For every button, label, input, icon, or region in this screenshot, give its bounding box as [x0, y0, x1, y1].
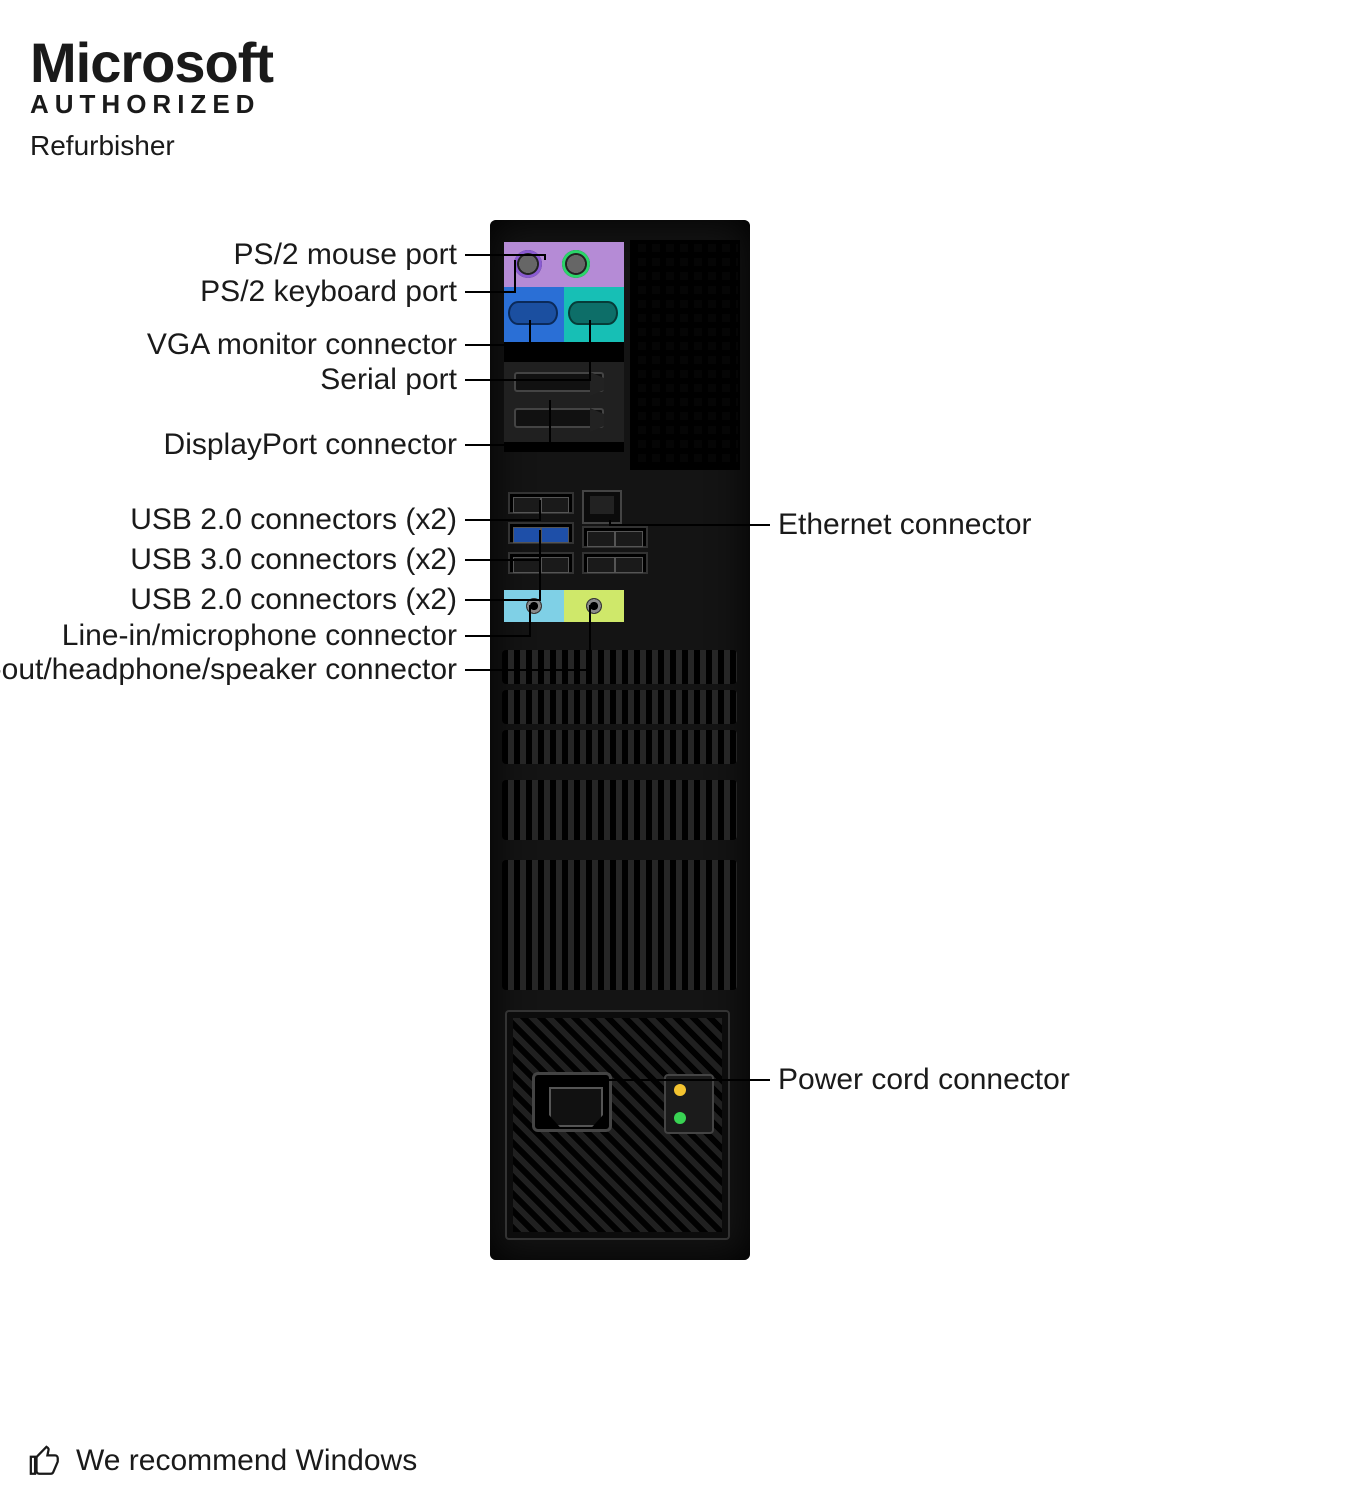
- ps2-panel: [504, 242, 624, 287]
- ethernet-port-icon: [582, 490, 622, 524]
- logo-line-authorized: AUTHORIZED: [30, 89, 273, 120]
- usb20-mid-pair-icon: [582, 526, 648, 548]
- logo-line-microsoft: Microsoft: [30, 30, 273, 95]
- microsoft-authorized-refurbisher-logo: Microsoft AUTHORIZED Refurbisher: [30, 30, 273, 162]
- usb30-pair-icon: [508, 522, 574, 544]
- page: Microsoft AUTHORIZED Refurbisher: [0, 0, 1367, 1500]
- usb20-bot-left-icon: [508, 552, 574, 574]
- callout-line-out: Line-out/headphone/speaker connector: [0, 655, 457, 685]
- serial-panel: [564, 287, 624, 342]
- callout-ps2-mouse: PS/2 mouse port: [234, 240, 457, 270]
- callout-ethernet: Ethernet connector: [778, 510, 1032, 540]
- displayport-panel: [504, 362, 624, 442]
- logo-line-refurbisher: Refurbisher: [30, 130, 273, 162]
- body-vent-mid-icon: [502, 780, 737, 840]
- displayport-1-icon: [514, 372, 604, 392]
- callout-usb30: USB 3.0 connectors (x2): [130, 545, 457, 575]
- vga-panel: [504, 287, 564, 342]
- callout-vga: VGA monitor connector: [147, 330, 457, 360]
- callout-power-cord: Power cord connector: [778, 1065, 1070, 1095]
- callout-displayport: DisplayPort connector: [164, 430, 457, 460]
- footer-recommendation: We recommend Windows: [28, 1444, 417, 1478]
- slot-cover-1-icon: [502, 650, 737, 684]
- usb20-bot-right-icon: [582, 552, 648, 574]
- body-vent-large-icon: [502, 860, 737, 990]
- rear-io-panel: [504, 242, 624, 452]
- power-cord-socket-icon: [532, 1072, 612, 1132]
- slot-cover-3-icon: [502, 730, 737, 764]
- ps2-mouse-port-icon: [562, 250, 590, 278]
- psu-diagnostic-leds-icon: [664, 1074, 714, 1134]
- line-out-jack-icon: [564, 590, 624, 622]
- callout-usb20-bot: USB 2.0 connectors (x2): [130, 585, 457, 615]
- serial-connector-icon: [568, 301, 618, 325]
- displayport-2-icon: [514, 408, 604, 428]
- slot-cover-2-icon: [502, 690, 737, 724]
- ps2-keyboard-port-icon: [514, 250, 542, 278]
- vent-grille-top-icon: [630, 240, 740, 470]
- callout-usb20-top: USB 2.0 connectors (x2): [130, 505, 457, 535]
- callout-ps2-keyboard: PS/2 keyboard port: [200, 277, 457, 307]
- line-in-jack-icon: [504, 590, 564, 622]
- pc-tower-rear: [490, 220, 750, 1260]
- callout-line-in: Line-in/microphone connector: [62, 621, 457, 651]
- footer-text: We recommend Windows: [76, 1444, 417, 1478]
- audio-panel: [504, 590, 624, 622]
- thumbs-up-icon: [28, 1444, 62, 1478]
- vga-connector-icon: [508, 301, 558, 325]
- power-supply-unit: [505, 1010, 730, 1240]
- usb20-top-pair-icon: [508, 492, 574, 514]
- callout-serial: Serial port: [320, 365, 457, 395]
